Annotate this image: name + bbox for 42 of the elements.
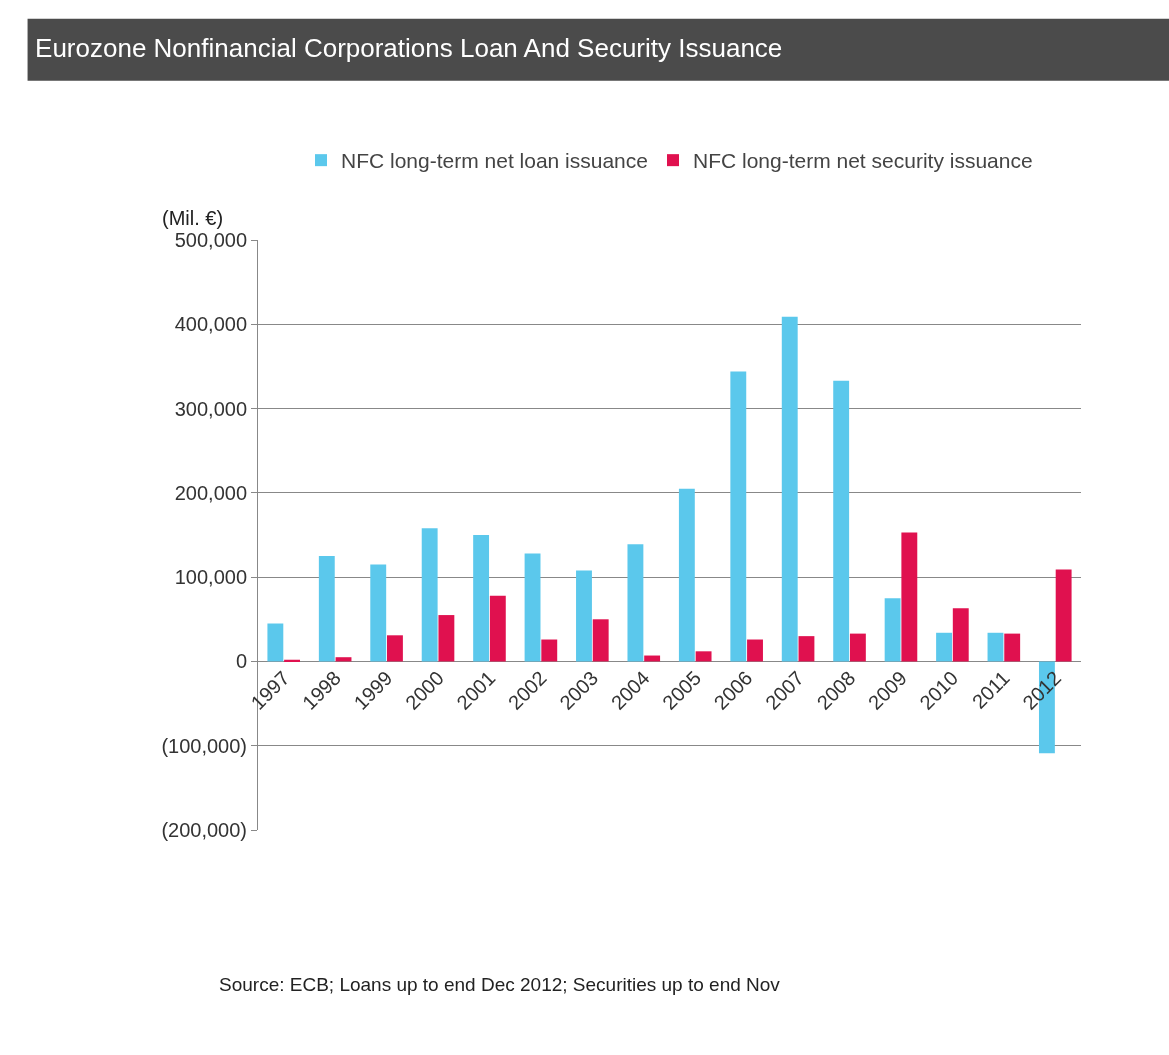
bar bbox=[541, 639, 558, 662]
bar bbox=[695, 651, 712, 662]
bar bbox=[781, 316, 798, 662]
y-tick-label: 300,000 bbox=[174, 397, 247, 420]
chart-title: Eurozone Nonfinancial Corporations Loan And Security Issuance bbox=[35, 32, 783, 63]
y-tick-label: 200,000 bbox=[174, 481, 247, 504]
y-tick-label: 100,000 bbox=[174, 566, 247, 589]
y-tick-label: 500,000 bbox=[174, 229, 247, 251]
bar bbox=[370, 564, 387, 662]
bar bbox=[267, 623, 284, 662]
bar bbox=[678, 488, 695, 662]
bar bbox=[936, 632, 952, 662]
y-tick-label: 400,000 bbox=[174, 313, 247, 336]
bar bbox=[901, 532, 918, 662]
y-axis-title: (Mil. €) bbox=[162, 207, 224, 229]
bar bbox=[592, 619, 609, 662]
y-tick-label: (200,000) bbox=[161, 819, 247, 841]
bar bbox=[421, 528, 438, 662]
bar bbox=[524, 553, 541, 662]
source-note: Source: ECB; Loans up to end Dec 2012; Securities up to end Nov bbox=[219, 974, 781, 995]
bar bbox=[884, 598, 901, 662]
bar bbox=[318, 556, 335, 662]
bar bbox=[335, 657, 352, 662]
y-tick-label: 0 bbox=[235, 650, 247, 673]
bar bbox=[730, 371, 747, 662]
y-tick-label: (100,000) bbox=[161, 734, 247, 757]
bar bbox=[747, 639, 763, 662]
bar bbox=[576, 570, 592, 662]
bar bbox=[849, 633, 866, 662]
legend-label: NFC long-term net security issuance bbox=[692, 149, 1033, 173]
legend-label: NFC long-term net loan issuance bbox=[341, 149, 648, 173]
bar bbox=[489, 595, 506, 662]
bar bbox=[1004, 633, 1021, 662]
bar bbox=[798, 636, 815, 662]
bar bbox=[387, 635, 403, 662]
bar bbox=[987, 632, 1004, 662]
bar bbox=[1055, 569, 1072, 662]
bar bbox=[833, 380, 850, 662]
bar bbox=[438, 615, 455, 662]
bar bbox=[627, 544, 644, 662]
bar bbox=[952, 608, 969, 662]
bar bbox=[473, 535, 490, 662]
